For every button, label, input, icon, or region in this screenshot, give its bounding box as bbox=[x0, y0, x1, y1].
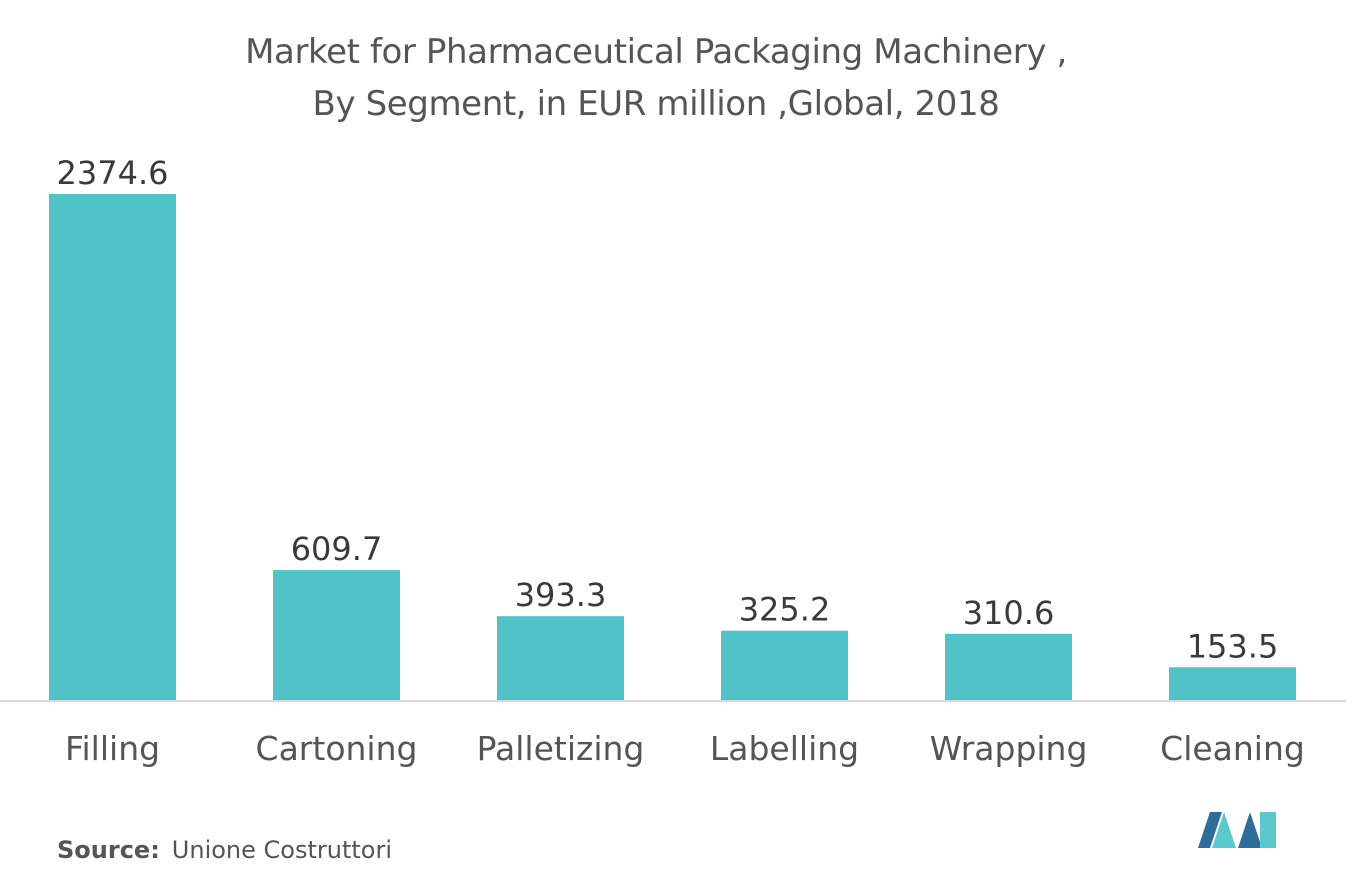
value-label-wrapping: 310.6 bbox=[963, 594, 1055, 632]
logo-shape-right-a bbox=[1238, 812, 1262, 848]
logo-shape-right-b bbox=[1260, 812, 1276, 848]
category-label-cleaning: Cleaning bbox=[1160, 729, 1305, 768]
chart-title: Market for Pharmaceutical Packaging Mach… bbox=[0, 26, 1312, 130]
chart-title-line-1: Market for Pharmaceutical Packaging Mach… bbox=[245, 32, 1067, 72]
category-label-labelling: Labelling bbox=[710, 729, 859, 768]
logo-shape-left bbox=[1198, 812, 1222, 848]
value-label-labelling: 325.2 bbox=[739, 591, 831, 629]
bar-filling bbox=[49, 194, 176, 700]
source-text: Unione Costruttori bbox=[171, 836, 393, 864]
category-label-palletizing: Palletizing bbox=[477, 729, 645, 768]
value-label-cleaning: 153.5 bbox=[1187, 627, 1279, 665]
brand-logo bbox=[1198, 812, 1276, 848]
bar-labelling bbox=[721, 630, 848, 700]
value-label-palletizing: 393.3 bbox=[515, 576, 607, 614]
bar-cleaning bbox=[1169, 667, 1296, 700]
chart-title-line-2: By Segment, in EUR million ,Global, 2018 bbox=[312, 84, 1000, 124]
source-note: Source: Unione Costruttori bbox=[57, 836, 392, 864]
bar-palletizing bbox=[497, 616, 624, 700]
bar-cartoning bbox=[273, 570, 400, 700]
category-label-filling: Filling bbox=[65, 729, 160, 768]
value-label-filling: 2374.6 bbox=[57, 154, 169, 192]
category-label-wrapping: Wrapping bbox=[930, 729, 1088, 768]
source-label: Source: bbox=[57, 836, 160, 864]
category-label-cartoning: Cartoning bbox=[256, 729, 418, 768]
value-label-cartoning: 609.7 bbox=[291, 530, 383, 568]
bar-wrapping bbox=[945, 633, 1072, 700]
logo-shape-mid bbox=[1212, 812, 1236, 848]
